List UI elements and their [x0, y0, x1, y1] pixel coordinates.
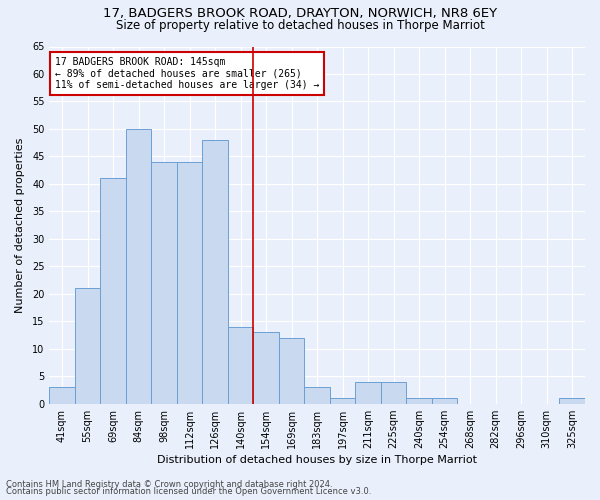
Bar	[406, 398, 432, 404]
Bar	[202, 140, 228, 404]
Text: Contains public sector information licensed under the Open Government Licence v3: Contains public sector information licen…	[6, 487, 371, 496]
Bar	[279, 338, 304, 404]
Bar	[100, 178, 126, 404]
Bar	[151, 162, 177, 404]
Bar	[355, 382, 381, 404]
Bar	[253, 332, 279, 404]
Bar	[228, 327, 253, 404]
Bar	[75, 288, 100, 404]
Text: Size of property relative to detached houses in Thorpe Marriot: Size of property relative to detached ho…	[116, 19, 484, 32]
Bar	[49, 387, 75, 404]
Bar	[559, 398, 585, 404]
Bar	[330, 398, 355, 404]
Bar	[177, 162, 202, 404]
Bar	[304, 387, 330, 404]
Bar	[432, 398, 457, 404]
Text: 17 BADGERS BROOK ROAD: 145sqm
← 89% of detached houses are smaller (265)
11% of : 17 BADGERS BROOK ROAD: 145sqm ← 89% of d…	[55, 57, 319, 90]
Y-axis label: Number of detached properties: Number of detached properties	[15, 138, 25, 313]
Bar	[126, 129, 151, 404]
Text: Contains HM Land Registry data © Crown copyright and database right 2024.: Contains HM Land Registry data © Crown c…	[6, 480, 332, 489]
X-axis label: Distribution of detached houses by size in Thorpe Marriot: Distribution of detached houses by size …	[157, 455, 477, 465]
Text: 17, BADGERS BROOK ROAD, DRAYTON, NORWICH, NR8 6EY: 17, BADGERS BROOK ROAD, DRAYTON, NORWICH…	[103, 8, 497, 20]
Bar	[381, 382, 406, 404]
